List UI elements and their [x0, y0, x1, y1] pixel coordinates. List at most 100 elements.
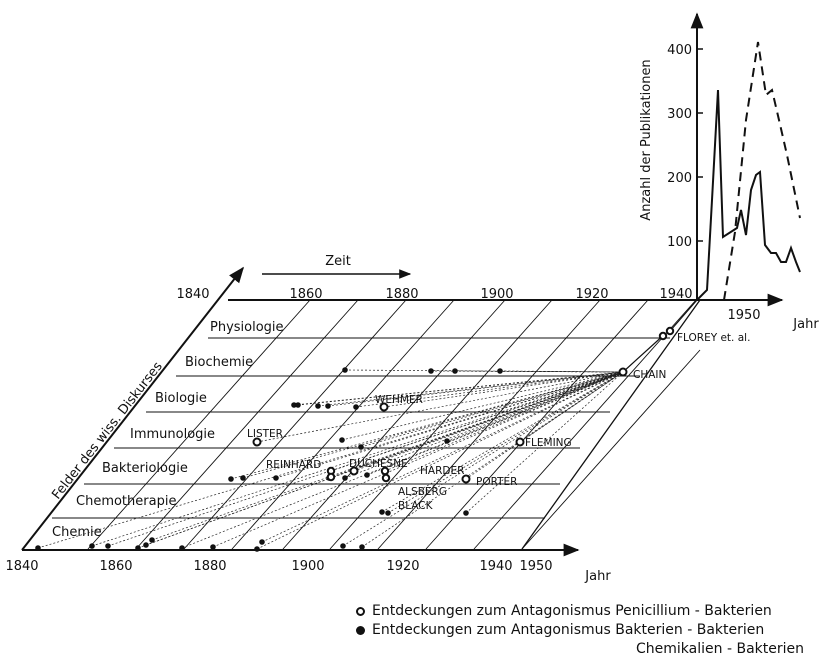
filled-marker: [358, 444, 364, 450]
legend-filled-row: Entdeckungen zum Antagonismus Bakterien …: [356, 621, 806, 640]
filled-marker: [359, 544, 365, 550]
convergence-line: [330, 371, 624, 472]
convergence-line: [355, 371, 624, 408]
filled-marker: [385, 510, 391, 516]
front-tick-1950: 1950: [519, 559, 552, 574]
legend-open-row: Entdeckungen zum Antagonismus Penicilliu…: [356, 602, 806, 621]
legend-filled-cont: Chemikalien - Bakterien: [636, 641, 804, 657]
convergence-line: [366, 371, 624, 476]
marker-duchesne: [349, 466, 359, 476]
marker-reinhard-2: [326, 472, 336, 482]
field-biochemie: Biochemie: [185, 355, 253, 370]
back-axis-label: Jahr: [792, 317, 819, 332]
convergence-line: [317, 371, 624, 407]
marker-chain: [618, 367, 628, 377]
front-tick-1840: 1840: [5, 559, 38, 574]
front-tick-1900: 1900: [291, 559, 324, 574]
convergence-line: [261, 371, 624, 543]
filled-marker: [353, 404, 359, 410]
label-duchesne: DUCHESNE: [349, 458, 408, 470]
filled-marker: [105, 543, 111, 549]
front-axis-label: Jahr: [584, 569, 611, 584]
field-chemie: Chemie: [52, 525, 102, 540]
inset-y-axis-label: Anzahl der Publikationen: [639, 59, 654, 220]
inset-ylabel-100: 100: [667, 235, 692, 250]
convergence-line: [360, 371, 624, 448]
back-tick-1940: 1940: [659, 287, 692, 302]
filled-marker: [342, 367, 348, 373]
filled-marker: [452, 368, 458, 374]
filled-marker: [240, 475, 246, 481]
filled-marker: [342, 475, 348, 481]
marker-harder-2: [381, 473, 391, 483]
right-edge-line: [521, 299, 701, 550]
filled-marker: [89, 543, 95, 549]
field-grid-lines: [52, 299, 700, 519]
marker-fleming: [515, 437, 525, 447]
inset-dashed-series: [723, 41, 801, 301]
filled-marker: [463, 510, 469, 516]
filled-marker: [149, 537, 155, 543]
convergence-line: [342, 371, 624, 547]
back-tick-1920: 1920: [575, 287, 608, 302]
convergence-line: [384, 371, 624, 472]
time-arrow-label: Zeit: [325, 254, 351, 269]
front-tick-1920: 1920: [386, 559, 419, 574]
filled-marker: [273, 475, 279, 481]
front-tick-1880: 1880: [193, 559, 226, 574]
filled-marker: [228, 476, 234, 482]
filled-marker: [497, 368, 503, 374]
filled-marker: [315, 403, 321, 409]
convergence-line: [37, 371, 624, 549]
convergence-line: [344, 371, 624, 479]
convergence-line: [381, 371, 624, 513]
convergence-line: [465, 371, 624, 514]
filled-marker: [291, 402, 297, 408]
filled-marker: [254, 546, 260, 552]
convergence-line: [328, 371, 624, 479]
convergence-line: [454, 370, 624, 373]
field-immunologie: Immunologie: [130, 427, 215, 442]
label-harder: HARDER: [420, 465, 464, 477]
legend: Entdeckungen zum Antagonismus Penicilliu…: [356, 602, 806, 659]
label-lister: LISTER: [247, 428, 283, 440]
back-tick-1860: 1860: [289, 287, 322, 302]
label-fleming: FLEMING: [525, 437, 572, 449]
label-wehmer: WEHMER: [375, 394, 423, 406]
filled-marker: [340, 543, 346, 549]
filled-marker: [325, 403, 331, 409]
inset-ylabel-200: 200: [667, 171, 692, 186]
filled-marker: [35, 545, 41, 551]
convergence-line: [387, 371, 624, 514]
filled-marker: [339, 437, 345, 443]
label-chain: CHAIN: [633, 369, 666, 381]
convergence-line: [383, 371, 624, 408]
marker-lister: [252, 437, 262, 447]
inset-ylabel-300: 300: [667, 107, 692, 122]
inset-solid-series: [696, 89, 801, 301]
back-tick-1880: 1880: [385, 287, 418, 302]
front-tick-1940: 1940: [479, 559, 512, 574]
convergence-line: [145, 371, 624, 546]
filled-marker: [428, 368, 434, 374]
convergence-line: [341, 371, 624, 441]
discourse-diagram: Zeit 1840 1860 1880 1900 1920 1940 1950 …: [5, 12, 819, 584]
filled-marker: [179, 545, 185, 551]
marker-florey-2: [665, 326, 675, 336]
label-florey: FLOREY et. al.: [677, 332, 750, 344]
filled-marker: [210, 544, 216, 550]
convergence-line: [181, 371, 624, 549]
florey-inset-line: [669, 299, 698, 332]
filled-marker: [143, 542, 149, 548]
convergence-line: [91, 371, 624, 547]
label-black: BLACK: [398, 500, 434, 512]
label-reinhard: REINHARD: [266, 459, 321, 471]
convergence-line: [256, 371, 624, 443]
chain-florey-line: [622, 332, 667, 373]
year-grid-lines: [87, 299, 701, 550]
back-tick-1840: 1840: [176, 287, 209, 302]
convergence-line: [297, 371, 624, 406]
filled-marker: [135, 545, 141, 551]
filled-marker: [444, 438, 450, 444]
marker-wehmer: [379, 402, 389, 412]
